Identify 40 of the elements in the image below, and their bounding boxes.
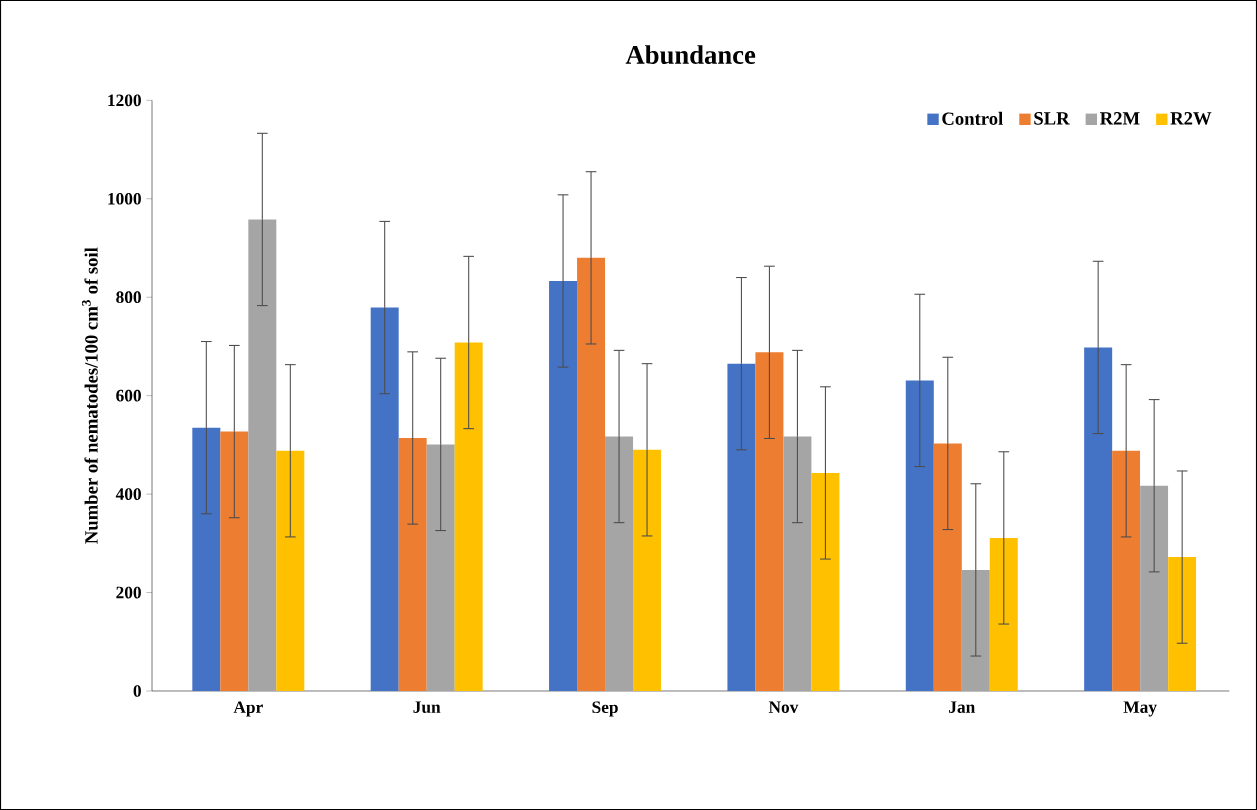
- bar: [192, 427, 221, 691]
- bar: [370, 307, 399, 691]
- bar: [220, 431, 249, 691]
- y-tick-label: 1000: [108, 192, 141, 205]
- bar: [549, 280, 578, 691]
- bar: [248, 219, 277, 691]
- legend-label: R2W: [1170, 112, 1212, 125]
- bar: [1112, 450, 1141, 691]
- bar: [1084, 347, 1113, 691]
- x-tick-label: Jun: [413, 701, 441, 713]
- bar: [276, 450, 305, 691]
- bar: [811, 472, 840, 691]
- bar: [633, 449, 662, 691]
- bar: [605, 436, 634, 691]
- x-tick-label: Jan: [949, 701, 976, 713]
- bar: [1140, 485, 1169, 691]
- legend-label: R2M: [1099, 112, 1140, 125]
- y-tick-label: 0: [133, 685, 141, 697]
- bar: [577, 257, 606, 691]
- legend-label: Control: [942, 111, 1003, 125]
- bar: [426, 444, 455, 691]
- bar: [398, 437, 427, 691]
- bar: [727, 363, 756, 691]
- bar: [454, 342, 483, 691]
- bar: [933, 443, 962, 691]
- y-tick-label: 800: [116, 291, 141, 304]
- bar: [755, 352, 784, 691]
- x-tick-label: Apr: [233, 701, 263, 717]
- bar: [905, 380, 934, 691]
- y-tick-label: 1200: [108, 94, 141, 107]
- y-axis-title: Number of nematodes/100 cm$^{3}$ of soil: [81, 247, 98, 544]
- legend-label: SLR: [1034, 112, 1070, 125]
- x-tick-label: Nov: [768, 701, 799, 713]
- chart-title: Abundance: [625, 45, 756, 64]
- y-tick-label: 600: [116, 389, 141, 402]
- x-tick-label: May: [1123, 701, 1157, 717]
- x-tick-label: Sep: [592, 701, 618, 717]
- y-tick-label: 200: [116, 586, 141, 599]
- y-tick-label: 400: [115, 488, 141, 500]
- bar: [783, 436, 812, 691]
